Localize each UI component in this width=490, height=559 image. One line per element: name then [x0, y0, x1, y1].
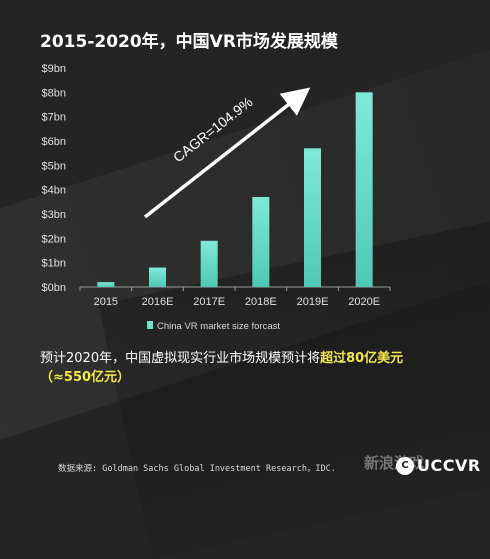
bar-2016E — [149, 267, 166, 287]
y-tick-label: $8bn — [42, 87, 66, 99]
summary-highlight: 超过80亿美元 — [320, 351, 404, 366]
bar-2020E — [355, 92, 373, 287]
y-tick-label: $6bn — [42, 136, 66, 148]
legend-swatch — [147, 321, 153, 329]
y-tick-label: $9bn — [42, 63, 66, 75]
summary-prefix: 预计2020年，中国虚拟现实行业市场规模预计将 — [40, 351, 321, 366]
bars-group — [97, 92, 373, 287]
y-tick-label: $4bn — [42, 185, 66, 197]
cagr-arrow — [143, 87, 311, 219]
bar-2019E — [304, 148, 321, 287]
bar-2018E — [252, 196, 270, 287]
x-tick-label: 2017E — [193, 296, 225, 308]
y-tick-label: $7bn — [42, 112, 66, 124]
y-tick-label: $3bn — [42, 209, 66, 221]
bar-2015 — [97, 282, 115, 287]
y-axis: $0bn $1bn $2bn $3bn $4bn $5bn $6bn $7bn $8bn $9bn — [42, 63, 66, 294]
source-note: 数据来源: Goldman Sachs Global Investment Re… — [58, 464, 336, 474]
y-tick-label: $0bn — [42, 282, 66, 294]
bar-chart: $0bn $1bn $2bn $3bn $4bn $5bn $6bn $7bn $8bn $9bn… — [42, 63, 391, 332]
legend: China VR market size forcast — [147, 321, 280, 332]
y-tick-label: $1bn — [42, 258, 66, 270]
uccvr-logo: C UCCVR — [396, 456, 481, 475]
x-tick-label: 2015 — [94, 296, 118, 308]
legend-label: China VR market size forcast — [157, 321, 280, 332]
x-tick-label: 2019E — [297, 296, 329, 308]
page-title: 2015-2020年，中国VR市场发展规模 — [40, 32, 338, 52]
cagr-annotation: CAGR=104.9% — [170, 94, 256, 166]
summary-text: 预计2020年，中国虚拟现实行业市场规模预计将超过80亿美元 （≈550亿元） — [40, 349, 460, 387]
logo-text: UCCVR — [417, 456, 481, 475]
x-tick-label: 2018E — [245, 296, 277, 308]
logo-mark-icon: C — [396, 456, 414, 475]
y-tick-label: $5bn — [42, 160, 66, 172]
bar-2017E — [200, 240, 218, 287]
summary-line2: （≈550亿元） — [40, 370, 131, 385]
x-tick-label: 2016E — [142, 296, 174, 308]
y-tick-label: $2bn — [42, 233, 66, 245]
x-tick-label: 2020E — [348, 296, 380, 308]
x-axis: 2015 2016E 2017E 2018E 2019E 2020E — [79, 287, 391, 308]
